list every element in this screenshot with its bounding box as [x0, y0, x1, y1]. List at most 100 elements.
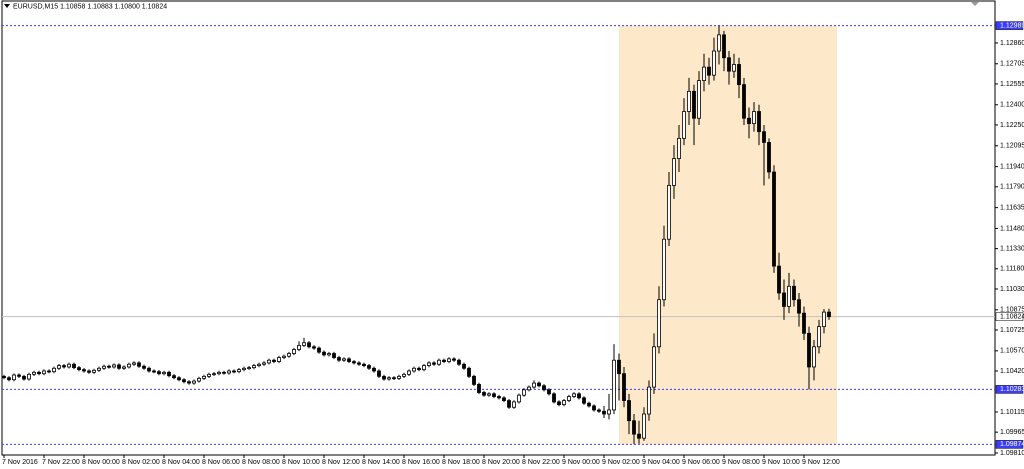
candle-body [632, 420, 636, 435]
candle-body [197, 377, 201, 382]
candle-body [282, 355, 286, 358]
candle-body [212, 373, 216, 376]
candle-body [117, 364, 121, 369]
candle-body [392, 377, 396, 380]
candle-body [782, 292, 786, 307]
y-tick-label: 1.12400 [1000, 102, 1024, 109]
candle-body [677, 137, 681, 159]
x-tick-label: 9 Nov 12:00 [802, 459, 840, 466]
level-label: 1.10283 [1000, 386, 1024, 393]
y-tick-label: 1.09965 [1000, 429, 1024, 436]
level-label: 1.09874 [1000, 441, 1024, 448]
candle-body [302, 342, 306, 346]
candle-body [452, 358, 456, 361]
candle-body [607, 409, 611, 415]
candle-body [527, 386, 531, 391]
candle-body [352, 361, 356, 364]
candle-body [432, 362, 436, 365]
candle-body [492, 393, 496, 397]
candle-body [162, 371, 166, 375]
menu-arrow[interactable] [4, 4, 10, 8]
y-tick-label: 1.12555 [1000, 81, 1024, 88]
candle-body [202, 375, 206, 379]
candle-body [792, 285, 796, 301]
candle-body [317, 347, 321, 353]
current-price-label-box [995, 312, 1024, 321]
candle-body [397, 375, 401, 379]
candle-body [112, 364, 116, 368]
candle-body [462, 363, 466, 369]
candle-body [652, 346, 656, 388]
candle-body [637, 433, 641, 439]
y-tick-label: 1.12250 [1000, 122, 1024, 129]
candle-body [72, 363, 76, 369]
candle-body [672, 158, 676, 186]
candle-body [767, 142, 771, 173]
candle-body [22, 375, 26, 380]
candle-body [252, 365, 256, 369]
candle-body [382, 375, 386, 380]
y-tick-label: 1.11330 [1000, 245, 1024, 252]
y-tick-label: 1.11790 [1000, 184, 1024, 191]
candle-body [177, 377, 181, 381]
candle-body [797, 299, 801, 314]
candle-body [377, 370, 381, 377]
candle-body [712, 50, 716, 76]
candle-body [467, 367, 471, 377]
x-tick-label: 8 Nov 10:00 [282, 459, 320, 466]
y-tick-label: 1.10570 [1000, 348, 1024, 355]
candle-body [327, 353, 331, 356]
candle-body [497, 396, 501, 399]
candle-body [292, 349, 296, 354]
candle-body [692, 90, 696, 119]
candle-body [482, 392, 486, 396]
y-tick-label: 1.11180 [1000, 266, 1024, 273]
x-tick-label: 8 Nov 04:00 [162, 459, 200, 466]
chart-title: EURUSD,M15 1.10858 1.10883 1.10800 1.108… [13, 3, 167, 10]
candle-body [667, 185, 671, 240]
candle-body [187, 381, 191, 384]
level-label-box [995, 440, 1024, 449]
candle-body [322, 351, 326, 356]
candle-body [427, 362, 431, 366]
y-tick-label: 1.10875 [1000, 307, 1024, 314]
candle-body [142, 365, 146, 369]
candle-body [347, 358, 351, 362]
candle-body [242, 367, 246, 371]
candle-body [147, 367, 151, 372]
level-label-box [995, 385, 1024, 394]
candle-body [502, 397, 506, 401]
candle-body [47, 370, 51, 373]
candle-body [477, 384, 481, 393]
candle-body [552, 393, 556, 403]
candle-body [822, 311, 826, 328]
candle-body [437, 359, 441, 365]
candle-body [732, 64, 736, 72]
candle-body [157, 371, 161, 375]
candle-body [122, 366, 126, 369]
x-tick-label: 8 Nov 00:00 [82, 459, 120, 466]
x-tick-label: 9 Nov 02:00 [602, 459, 640, 466]
candle-body [132, 362, 136, 365]
candle-body [532, 382, 536, 388]
candle-body [752, 111, 756, 125]
candle-body [577, 393, 581, 399]
candle-body [702, 66, 706, 81]
candle-body [2, 375, 6, 379]
candle-body [332, 353, 336, 358]
candle-body [802, 312, 806, 334]
x-tick-label: 8 Nov 06:00 [202, 459, 240, 466]
candle-body [387, 377, 391, 380]
candle-body [102, 365, 106, 369]
candle-body [547, 389, 551, 395]
candle-body [522, 389, 526, 396]
candle-body [612, 359, 616, 411]
x-tick-label: 8 Nov 22:00 [522, 459, 560, 466]
candle-body [92, 369, 96, 373]
candle-body [152, 370, 156, 373]
candle-body [622, 373, 626, 401]
y-tick-label: 1.10115 [1000, 409, 1024, 416]
shift-marker[interactable] [971, 2, 979, 6]
candle-body [137, 362, 141, 367]
candle-body [257, 363, 261, 366]
